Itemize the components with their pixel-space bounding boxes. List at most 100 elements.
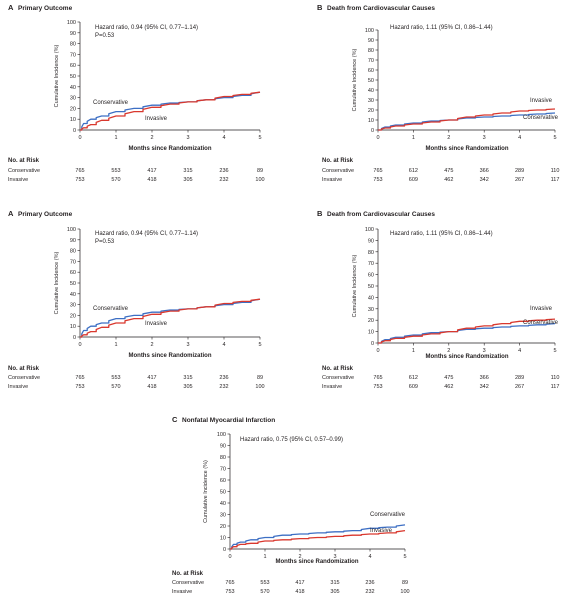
risk-cell: 553 (260, 580, 269, 586)
x-tick-label: 4 (222, 342, 225, 348)
y-tick-label: 40 (70, 85, 76, 91)
risk-cell: 765 (75, 375, 84, 381)
chart-panel-b-2: B Death from Cardiovascular Causes0102030… (317, 3, 559, 183)
risk-cell: 553 (111, 375, 120, 381)
risk-cell: 232 (365, 589, 374, 595)
y-tick-label: 100 (217, 432, 226, 438)
x-tick-label: 5 (553, 135, 556, 141)
risk-cell: 570 (111, 384, 120, 390)
x-tick-label: 4 (518, 135, 521, 141)
y-tick-label: 10 (220, 536, 226, 542)
risk-cell: 100 (400, 589, 409, 595)
y-tick-label: 80 (368, 250, 374, 256)
x-tick-label: 0 (228, 554, 231, 560)
y-tick-label: 70 (70, 52, 76, 58)
risk-cell: 417 (295, 580, 304, 586)
risk-row-label: Conservative (172, 580, 204, 586)
risk-cell: 315 (183, 375, 192, 381)
x-tick-label: 3 (483, 348, 486, 354)
chart-panel-b-4: B Death from Cardiovascular Causes0102030… (317, 209, 559, 390)
risk-row-label: Invasive (8, 177, 28, 183)
y-tick-label: 100 (365, 227, 374, 233)
y-axis-label: Cumulative Incidence (%) (203, 460, 209, 523)
risk-cell: 612 (409, 375, 418, 381)
x-tick-label: 4 (368, 554, 371, 560)
curve-label-conservative: Conservative (93, 100, 129, 106)
hazard-ratio-annotation: Hazard ratio, 0.94 (95% CI, 0.77–1.14) (95, 25, 198, 31)
y-tick-label: 90 (70, 31, 76, 37)
x-tick-label: 0 (376, 135, 379, 141)
risk-cell: 553 (111, 168, 120, 174)
y-tick-label: 20 (368, 108, 374, 114)
risk-row-label: Invasive (322, 384, 342, 390)
x-tick-label: 2 (447, 348, 450, 354)
y-tick-label: 30 (220, 513, 226, 519)
x-tick-label: 4 (222, 135, 225, 141)
y-tick-label: 50 (220, 490, 226, 496)
y-tick-label: 20 (220, 524, 226, 530)
y-tick-label: 70 (368, 58, 374, 64)
y-tick-label: 0 (371, 341, 374, 347)
risk-cell: 232 (219, 177, 228, 183)
risk-row-label: Conservative (322, 375, 354, 381)
risk-cell: 315 (330, 580, 339, 586)
x-tick-label: 0 (376, 348, 379, 354)
panel-letter: B (317, 3, 323, 12)
panel-letter: A (8, 3, 14, 12)
x-axis-label: Months since Randomization (128, 146, 211, 152)
risk-row-label: Invasive (8, 384, 28, 390)
y-tick-label: 30 (368, 307, 374, 313)
risk-row-label: Conservative (322, 168, 354, 174)
panel-title: Death from Cardiovascular Causes (327, 5, 435, 12)
chart-panel-a-3: A Primary Outcome 0 10 20 30 40 50 60 70 80 90 100 0 1… (8, 209, 265, 390)
risk-cell: 110 (551, 168, 560, 174)
y-tick-label: 0 (223, 547, 226, 553)
risk-cell: 570 (111, 177, 120, 183)
y-axis-label: Cumulative Incidence (%) (352, 255, 358, 318)
risk-cell: 305 (183, 177, 192, 183)
x-axis-label: Months since Randomization (425, 354, 508, 360)
risk-cell: 267 (515, 384, 524, 390)
risk-cell: 418 (295, 589, 304, 595)
y-tick-label: 40 (70, 292, 76, 298)
y-tick-label: 30 (70, 96, 76, 102)
hazard-ratio-annotation: P=0.53 (95, 239, 115, 245)
series-line-conservative (230, 524, 406, 550)
hazard-ratio-annotation: Hazard ratio, 1.11 (95% CI, 0.86–1.44) (390, 25, 493, 31)
risk-cell: 765 (373, 375, 382, 381)
risk-cell: 418 (147, 384, 156, 390)
panel-letter: A (8, 209, 14, 218)
risk-cell: 267 (515, 177, 524, 183)
x-tick-label: 1 (412, 135, 415, 141)
panel-title: Primary Outcome (18, 211, 73, 218)
risk-cell: 289 (515, 375, 524, 381)
y-tick-label: 20 (368, 318, 374, 324)
y-tick-label: 40 (220, 501, 226, 507)
y-tick-label: 20 (70, 313, 76, 319)
risk-cell: 305 (330, 589, 339, 595)
risk-cell: 570 (260, 589, 269, 595)
risk-cell: 100 (255, 177, 264, 183)
series-line-invasive (378, 318, 556, 344)
y-axis-label: Cumulative Incidence (%) (54, 45, 60, 108)
x-tick-label: 1 (114, 342, 117, 348)
y-tick-label: 10 (70, 324, 76, 330)
y-tick-label: 10 (368, 330, 374, 336)
risk-cell: 753 (373, 177, 382, 183)
risk-cell: 462 (444, 384, 453, 390)
x-tick-label: 1 (263, 554, 266, 560)
curve-label-invasive: Invasive (530, 306, 553, 312)
x-tick-label: 1 (114, 135, 117, 141)
risk-cell: 475 (444, 168, 453, 174)
x-tick-label: 0 (78, 135, 81, 141)
risk-cell: 765 (225, 580, 234, 586)
risk-cell: 89 (402, 580, 408, 586)
x-axis-label: Months since Randomization (425, 146, 508, 152)
series-line-invasive (230, 529, 406, 550)
risk-cell: 232 (219, 384, 228, 390)
risk-cell: 417 (147, 375, 156, 381)
x-tick-label: 0 (78, 342, 81, 348)
risk-cell: 753 (75, 384, 84, 390)
panel-title: Nonfatal Myocardial Infarction (182, 417, 275, 424)
